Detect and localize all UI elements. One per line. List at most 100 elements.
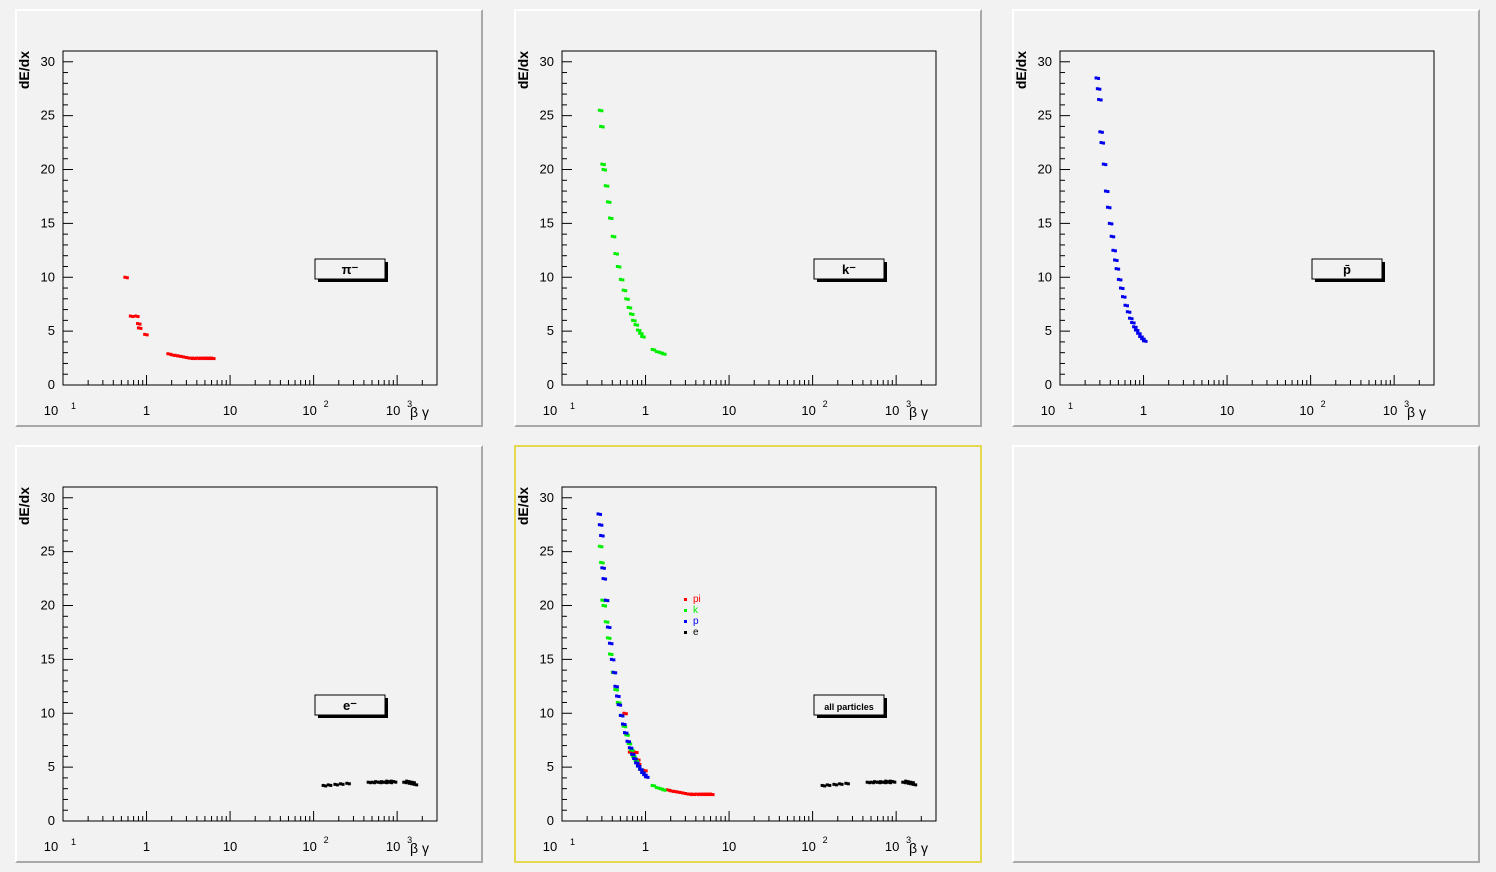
data-point (617, 695, 621, 699)
data-point (603, 184, 607, 188)
data-point (131, 315, 135, 319)
data-point (1128, 310, 1132, 314)
data-point (709, 792, 713, 796)
data-point (690, 792, 694, 796)
data-point (134, 314, 138, 318)
empty-pad[interactable] (1012, 445, 1480, 863)
data-point (415, 783, 419, 787)
y-tick-label: 5 (48, 323, 55, 338)
data-point (631, 748, 635, 752)
data-point (613, 688, 617, 692)
data-point (1102, 141, 1106, 145)
data-point (621, 278, 625, 282)
data-point (610, 653, 614, 656)
data-point (339, 782, 343, 786)
data-point (600, 162, 604, 166)
data-point (1106, 190, 1110, 194)
data-point (642, 335, 646, 339)
data-point (599, 124, 603, 128)
x-tick-exponent: 3 (906, 399, 911, 409)
chart-pad-4[interactable]: 0 5 10 15 20 25 30 10 1 1 10 10 2 10 3 β γ dE/dx e⁻ (15, 445, 483, 863)
data-point (195, 356, 199, 360)
data-point (179, 354, 183, 358)
data-point (661, 788, 665, 792)
data-point (618, 713, 622, 717)
data-point (603, 620, 607, 624)
data-point (1100, 130, 1104, 134)
data-point (644, 773, 648, 777)
data-point (616, 703, 620, 707)
data-point (136, 315, 140, 319)
data-point (638, 331, 642, 335)
x-tick-exponent: 3 (1404, 399, 1409, 409)
data-point (380, 780, 384, 784)
data-point (607, 652, 611, 656)
data-point (1098, 87, 1102, 91)
y-tick-label: 30 (540, 490, 554, 505)
data-point (636, 759, 640, 763)
data-point (1105, 205, 1109, 209)
data-point (865, 780, 869, 784)
y-tick-label: 15 (41, 215, 55, 230)
data-point (605, 200, 609, 204)
x-tick-label: 10 (543, 839, 557, 854)
y-tick-label: 0 (547, 813, 554, 828)
data-point (650, 783, 654, 787)
y-tick-label: 5 (547, 323, 554, 338)
data-point (1108, 206, 1112, 210)
data-point (212, 357, 216, 361)
data-point (608, 626, 612, 630)
data-point (1140, 335, 1144, 339)
data-point (599, 560, 603, 564)
data-point (615, 694, 619, 698)
data-point (597, 523, 601, 527)
data-point (1134, 325, 1138, 329)
data-point (661, 352, 665, 356)
data-point (600, 545, 604, 549)
y-axis-title: dE/dx (1014, 51, 1029, 89)
data-point (1130, 321, 1134, 325)
data-point (653, 784, 657, 788)
x-tick-label: 1 (143, 839, 150, 854)
data-point (138, 322, 142, 326)
y-tick-label: 0 (1045, 377, 1052, 392)
data-point (636, 761, 640, 765)
data-point (683, 792, 687, 796)
data-point (1142, 337, 1146, 341)
data-point (373, 780, 377, 784)
chart-pad-1[interactable]: 0 5 10 15 20 25 30 10 1 1 10 10 2 10 3 β γ dE/dx π⁻ (15, 9, 483, 427)
x-tick-label: 10 (885, 839, 899, 854)
chart-pad-2[interactable]: 0 5 10 15 20 25 30 10 1 1 10 10 2 10 3 β γ dE/dx k⁻ (514, 9, 982, 427)
data-point (601, 534, 605, 538)
x-tick-exponent: 3 (407, 399, 412, 409)
data-point (601, 168, 605, 172)
data-point (1119, 278, 1123, 282)
y-tick-label: 0 (547, 377, 554, 392)
data-point (191, 356, 195, 360)
x-tick-label: 10 (1299, 403, 1313, 418)
data-point (1095, 87, 1099, 91)
data-point (1098, 130, 1102, 134)
data-point (844, 781, 848, 785)
data-point (884, 779, 888, 783)
data-point (188, 356, 192, 360)
data-point (632, 757, 636, 761)
chart-pad-3[interactable]: 0 5 10 15 20 25 30 10 1 1 10 10 2 10 3 β γ dE/dx p̄ (1012, 9, 1480, 427)
data-point (606, 620, 610, 624)
data-point (1132, 325, 1136, 329)
x-tick-label: 10 (386, 839, 400, 854)
data-point (1117, 267, 1121, 271)
data-point (391, 780, 395, 784)
data-point (615, 264, 619, 268)
data-point (879, 780, 883, 784)
data-point (1144, 339, 1148, 343)
label-box-text: k⁻ (842, 262, 856, 277)
data-point (387, 780, 391, 784)
data-point (600, 109, 604, 113)
data-point (630, 752, 634, 756)
data-point (1128, 316, 1132, 320)
x-tick-label: 10 (44, 403, 58, 418)
x-tick-label: 10 (1383, 403, 1397, 418)
legend-marker (684, 631, 687, 634)
chart-pad-5[interactable]: 0 5 10 15 20 25 30 10 1 1 10 10 2 10 3 β γ dE/dx all part… (514, 445, 982, 863)
